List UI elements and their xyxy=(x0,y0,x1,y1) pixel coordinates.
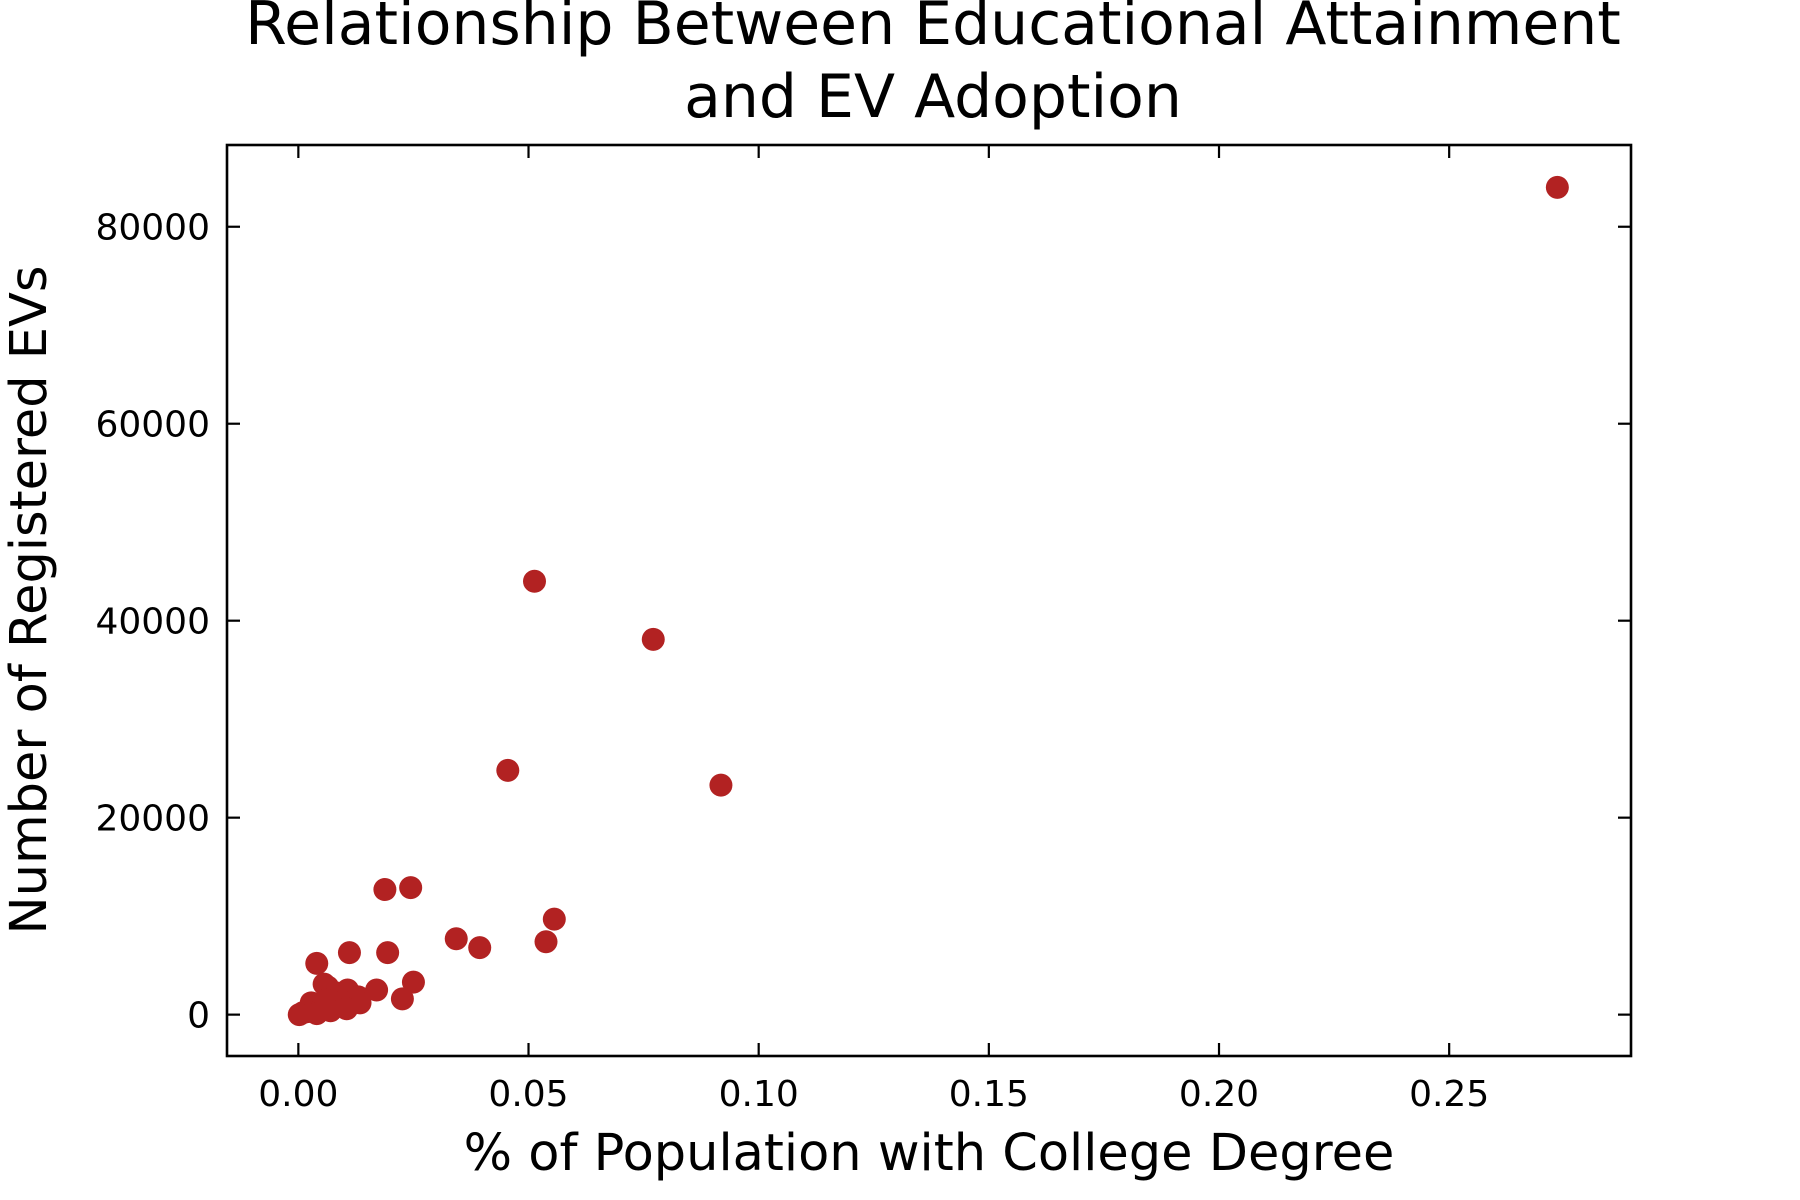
data-point xyxy=(401,970,425,994)
x-tick-label: 0.15 xyxy=(949,1074,1029,1115)
x-axis-label: % of Population with College Degree xyxy=(464,1124,1395,1183)
data-point xyxy=(390,987,414,1011)
data-point xyxy=(534,930,558,954)
data-point xyxy=(522,569,546,593)
y-tick-label: 0 xyxy=(187,996,210,1037)
y-tick-label: 60000 xyxy=(95,405,210,446)
axis-ticks: 0.00 0.05 0.10 0.15 0.20 0.25 0 20000 40000 60000… xyxy=(95,145,1631,1115)
data-point xyxy=(305,951,329,975)
data-point xyxy=(444,927,468,951)
plot-frame xyxy=(225,143,1633,1058)
chart-title-line-2: and EV Adoption xyxy=(684,62,1182,132)
data-point xyxy=(496,758,520,782)
data-point xyxy=(399,876,423,900)
x-tick-label: 0.25 xyxy=(1409,1074,1489,1115)
data-point xyxy=(709,773,733,797)
y-tick-label: 80000 xyxy=(95,208,210,249)
data-point xyxy=(468,936,492,960)
x-tick-label: 0.05 xyxy=(488,1074,568,1115)
y-tick-label: 40000 xyxy=(95,602,210,643)
data-point xyxy=(1545,175,1569,199)
data-point xyxy=(337,941,361,965)
data-point xyxy=(641,627,665,651)
x-tick-label: 0.00 xyxy=(258,1074,338,1115)
data-point xyxy=(376,941,400,965)
data-point xyxy=(365,978,389,1002)
data-point xyxy=(287,1003,311,1027)
data-point xyxy=(542,907,566,931)
data-points xyxy=(287,175,1569,1027)
x-tick-label: 0.10 xyxy=(719,1074,799,1115)
x-tick-label: 0.20 xyxy=(1179,1074,1259,1115)
chart-title-line-1: Relationship Between Educational Attainm… xyxy=(245,0,1621,59)
data-point xyxy=(373,878,397,902)
y-tick-label: 20000 xyxy=(95,799,210,840)
data-point xyxy=(305,1002,329,1026)
y-axis-label: Number of Registered EVs xyxy=(0,266,59,935)
